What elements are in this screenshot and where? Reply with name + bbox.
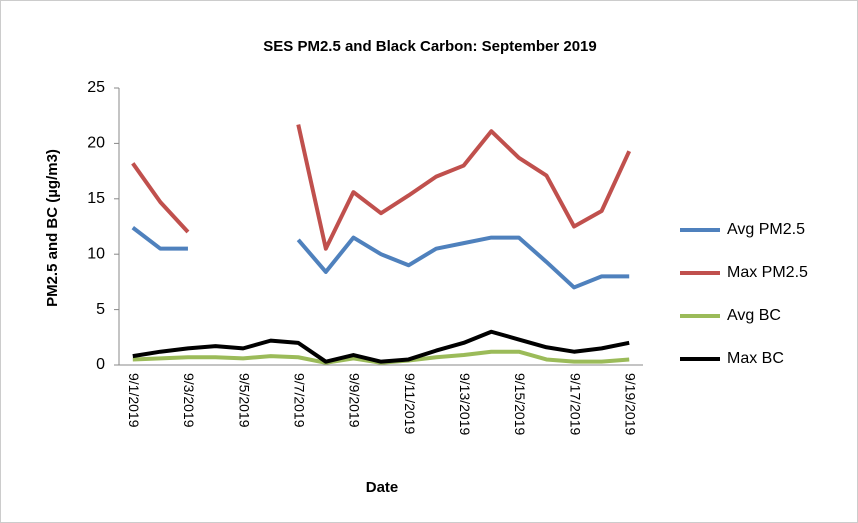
chart-title: SES PM2.5 and Black Carbon: September 20… xyxy=(263,38,596,55)
legend-label: Max PM2.5 xyxy=(727,264,808,281)
x-tick-label: 9/19/2019 xyxy=(623,373,639,435)
y-tick-label: 15 xyxy=(87,190,105,207)
x-tick-label: 9/9/2019 xyxy=(347,373,363,428)
x-tick-label: 9/13/2019 xyxy=(457,373,473,435)
legend-label: Max BC xyxy=(727,350,784,367)
y-tick-label: 0 xyxy=(96,356,105,373)
x-tick-label: 9/17/2019 xyxy=(567,373,583,435)
x-tick-label: 9/7/2019 xyxy=(292,373,308,428)
y-axis-title: PM2.5 and BC (µg/m3) xyxy=(44,149,61,307)
x-tick-label: 9/1/2019 xyxy=(126,373,142,428)
series-line xyxy=(132,329,630,364)
x-axis-title: Date xyxy=(366,479,399,496)
y-tick-label: 5 xyxy=(96,301,105,318)
series-line xyxy=(131,226,630,290)
x-tick-label: 9/15/2019 xyxy=(512,373,528,435)
legend-label: Avg BC xyxy=(727,307,781,324)
series-line xyxy=(131,124,632,251)
y-tick-label: 25 xyxy=(87,79,105,96)
x-tick-label: 9/3/2019 xyxy=(181,373,197,428)
y-tick-label: 20 xyxy=(87,135,105,152)
x-tick-label: 9/5/2019 xyxy=(236,373,252,428)
legend-label: Avg PM2.5 xyxy=(727,221,805,238)
x-tick-label: 9/11/2019 xyxy=(402,373,418,434)
y-tick-label: 10 xyxy=(87,245,105,262)
